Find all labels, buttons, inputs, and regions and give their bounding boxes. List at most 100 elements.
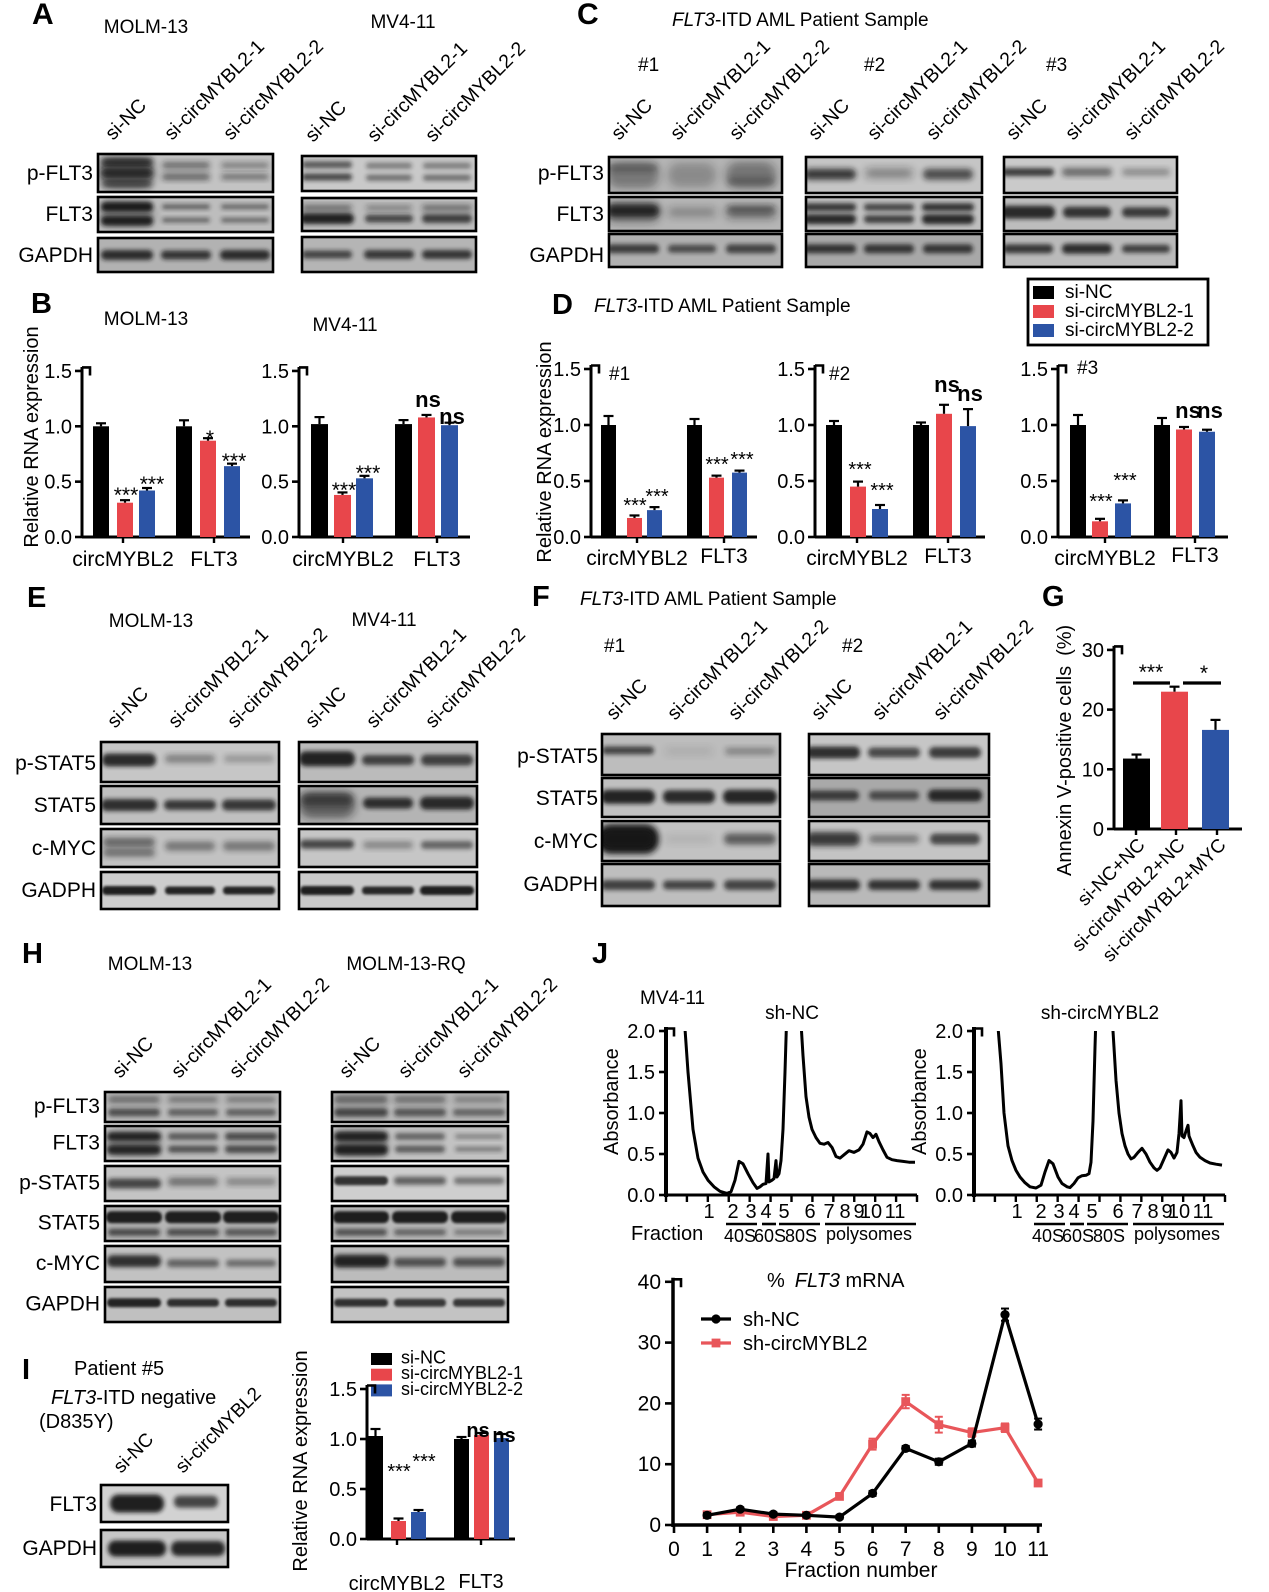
svg-text:1.5: 1.5: [44, 361, 72, 383]
svg-text:0: 0: [1093, 819, 1104, 841]
svg-text:#3: #3: [1046, 55, 1067, 76]
svg-text:C: C: [577, 0, 599, 31]
svg-text:1.0: 1.0: [1020, 415, 1048, 437]
svg-text:p-STAT5: p-STAT5: [19, 1172, 100, 1195]
svg-text:***: ***: [332, 479, 357, 502]
svg-text:4: 4: [1068, 1201, 1079, 1223]
svg-text:FLT3-ITD AML Patient Sample: FLT3-ITD AML Patient Sample: [580, 589, 837, 610]
svg-text:2: 2: [727, 1201, 738, 1223]
svg-text:Fraction number: Fraction number: [785, 1559, 938, 1582]
svg-text:30: 30: [1082, 640, 1104, 662]
svg-text:6: 6: [1112, 1201, 1123, 1223]
svg-text:7: 7: [1131, 1201, 1142, 1223]
svg-text:Relative RNA expression: Relative RNA expression: [290, 1350, 312, 1571]
svg-text:10: 10: [1168, 1201, 1190, 1223]
svg-text:p-STAT5: p-STAT5: [15, 752, 96, 775]
svg-text:FLT3: FLT3: [924, 545, 971, 568]
svg-text:1.5: 1.5: [627, 1062, 655, 1084]
svg-text:Relative RNA expression: Relative RNA expression: [21, 326, 43, 547]
svg-text:ns: ns: [466, 1420, 489, 1442]
svg-text:FLT3-ITD AML Patient Sample: FLT3-ITD AML Patient Sample: [594, 296, 851, 317]
svg-text:1.5: 1.5: [777, 359, 805, 381]
svg-text:*: *: [206, 427, 214, 450]
svg-text:ns: ns: [415, 387, 441, 412]
svg-text:4: 4: [801, 1538, 813, 1561]
svg-text:J: J: [592, 938, 608, 970]
svg-text:Fraction: Fraction: [631, 1223, 703, 1245]
svg-text:ns: ns: [492, 1425, 515, 1447]
svg-text:FLT3-ITD negative: FLT3-ITD negative: [51, 1387, 216, 1409]
svg-text:0.0: 0.0: [261, 527, 289, 549]
svg-text:1.5: 1.5: [261, 361, 289, 383]
svg-text:***: ***: [222, 450, 247, 473]
svg-text:FLT3: FLT3: [190, 548, 237, 571]
svg-text:MOLM-13: MOLM-13: [109, 611, 193, 632]
svg-text:MOLM-13: MOLM-13: [108, 954, 192, 975]
svg-text:si-circMYBL2-1: si-circMYBL2-1: [401, 1363, 523, 1383]
svg-text:Patient #5: Patient #5: [74, 1358, 164, 1380]
svg-text:FLT3: FLT3: [46, 203, 93, 226]
svg-text:circMYBL2: circMYBL2: [72, 548, 174, 571]
svg-text:***: ***: [848, 459, 872, 481]
svg-text:1: 1: [701, 1538, 713, 1561]
svg-text:11: 11: [1193, 1201, 1214, 1223]
svg-text:si-NC: si-NC: [1065, 282, 1113, 303]
svg-text:FLT3: FLT3: [1171, 544, 1218, 567]
svg-text:GAPDH: GAPDH: [22, 1537, 97, 1560]
svg-text:E: E: [27, 582, 46, 614]
svg-text:*: *: [1200, 662, 1208, 685]
svg-text:3: 3: [767, 1538, 779, 1561]
svg-text:***: ***: [114, 484, 139, 507]
svg-text:#1: #1: [604, 636, 625, 657]
svg-text:ns: ns: [439, 404, 465, 429]
svg-text:4: 4: [760, 1201, 771, 1223]
svg-text:FLT3: FLT3: [557, 203, 604, 226]
svg-text:2.0: 2.0: [935, 1021, 963, 1043]
svg-text:11: 11: [1027, 1538, 1049, 1561]
svg-text:***: ***: [412, 1451, 436, 1473]
svg-text:GAPDH: GAPDH: [18, 244, 93, 267]
svg-text:0.5: 0.5: [261, 472, 289, 494]
svg-text:sh-circMYBL2: sh-circMYBL2: [743, 1333, 867, 1355]
svg-text:9: 9: [1161, 1201, 1172, 1223]
svg-text:c-MYC: c-MYC: [534, 830, 598, 853]
svg-text:***: ***: [140, 473, 165, 496]
svg-text:circMYBL2: circMYBL2: [292, 548, 394, 571]
svg-text:#2: #2: [864, 55, 885, 76]
svg-text:si-circMYBL2-2: si-circMYBL2-2: [1065, 320, 1194, 341]
svg-text:Annexin V-positive cells (%): Annexin V-positive cells (%): [1054, 625, 1076, 876]
svg-text:MV4-11: MV4-11: [351, 610, 416, 631]
svg-text:ns: ns: [1175, 398, 1201, 423]
svg-text:2: 2: [1035, 1201, 1046, 1223]
svg-text:c-MYC: c-MYC: [32, 837, 96, 860]
svg-text:0.5: 0.5: [935, 1144, 963, 1166]
svg-text:60S: 60S: [754, 1226, 786, 1246]
svg-text:0.5: 0.5: [627, 1144, 655, 1166]
svg-text:circMYBL2: circMYBL2: [806, 547, 908, 570]
svg-text:MOLM-13-RQ: MOLM-13-RQ: [346, 954, 465, 975]
svg-text:1.0: 1.0: [935, 1103, 963, 1125]
svg-text:1.0: 1.0: [44, 416, 72, 438]
svg-text:40: 40: [638, 1271, 661, 1294]
svg-text:si-circMYBL2-1: si-circMYBL2-1: [1065, 301, 1194, 322]
svg-text:***: ***: [730, 449, 754, 471]
svg-text:1.5: 1.5: [935, 1062, 963, 1084]
svg-text:80S: 80S: [1093, 1226, 1125, 1246]
svg-text:40S: 40S: [724, 1226, 756, 1246]
svg-text:0: 0: [649, 1514, 661, 1537]
svg-text:I: I: [22, 1354, 30, 1386]
svg-text:sh-NC: sh-NC: [765, 1003, 819, 1024]
svg-text:10: 10: [993, 1538, 1016, 1561]
svg-text:Absorbance: Absorbance: [601, 1048, 623, 1155]
svg-text:F: F: [532, 581, 550, 613]
svg-text:1.0: 1.0: [553, 415, 581, 437]
svg-text:0.5: 0.5: [44, 472, 72, 494]
svg-text:FLT3: FLT3: [53, 1132, 100, 1155]
svg-text:***: ***: [356, 462, 381, 485]
svg-text:8: 8: [839, 1201, 850, 1223]
svg-text:2: 2: [734, 1538, 746, 1561]
svg-text:circMYBL2: circMYBL2: [349, 1573, 446, 1592]
svg-text:3: 3: [745, 1201, 756, 1223]
svg-text:GADPH: GADPH: [21, 879, 96, 902]
svg-text:5: 5: [778, 1201, 789, 1223]
